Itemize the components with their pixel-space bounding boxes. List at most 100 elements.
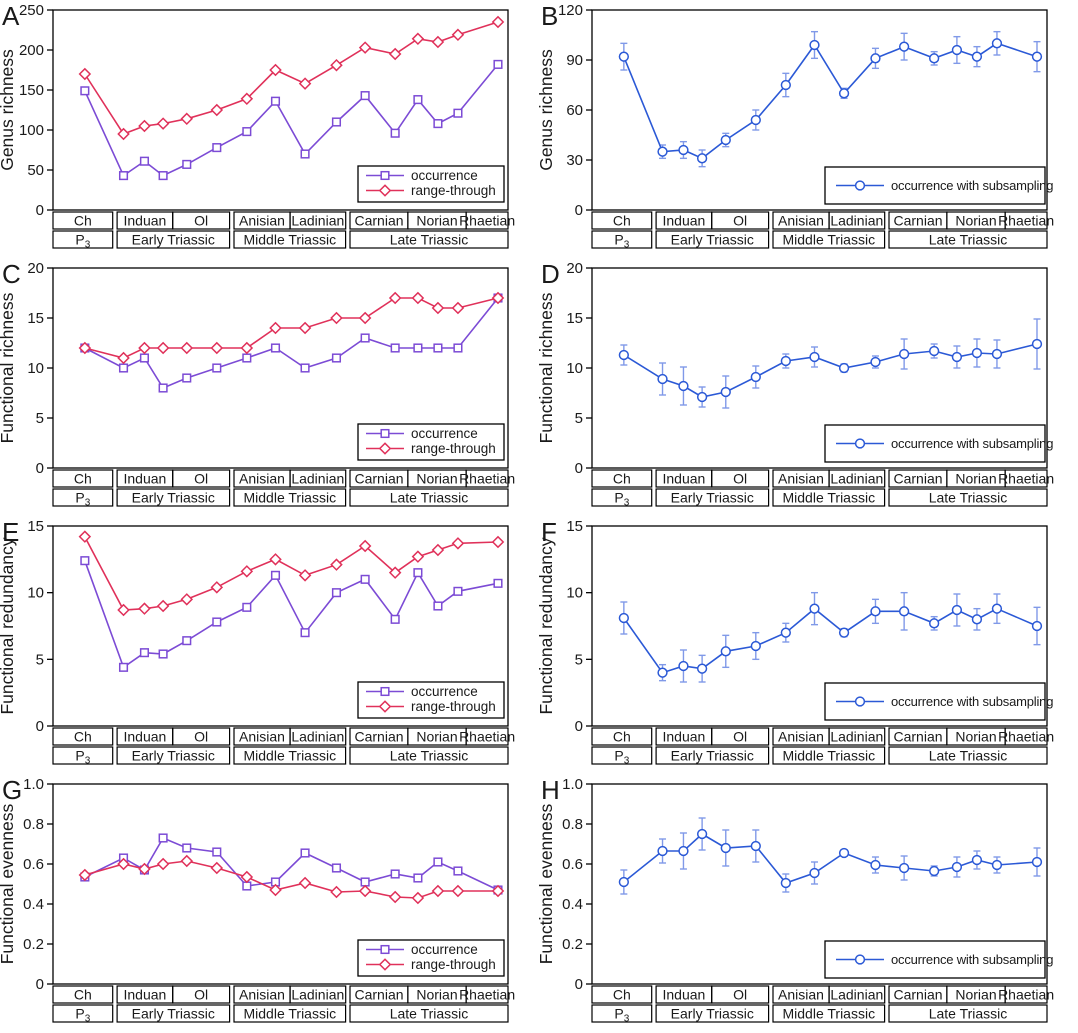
era-row-cell bbox=[591, 746, 653, 765]
stage-row-label: Ladinian bbox=[830, 471, 883, 487]
era-row-cell bbox=[591, 488, 653, 507]
y-axis-ticks: 0 0.2 0.4 0.6 0.8 1.0 bbox=[562, 776, 592, 993]
y-axis-label: Functional redundancy bbox=[539, 537, 556, 714]
circle-marker bbox=[991, 859, 1003, 871]
diamond-marker bbox=[388, 291, 402, 305]
y-axis-label: Functional redundancy bbox=[0, 537, 17, 714]
square-marker bbox=[433, 857, 443, 867]
y-tick-label: 5 bbox=[36, 651, 44, 668]
stage-row-cell bbox=[711, 985, 770, 1004]
era-row-cell bbox=[116, 230, 231, 249]
stage-row-label: Norian bbox=[955, 729, 996, 745]
era-row-cell bbox=[772, 230, 886, 249]
y-axis-ticks: 0 5 10 15 20 bbox=[27, 260, 53, 477]
circle-marker bbox=[870, 356, 881, 368]
square-marker bbox=[300, 363, 310, 373]
square-marker bbox=[433, 601, 443, 611]
square-marker bbox=[242, 602, 252, 612]
series-diamond bbox=[78, 530, 505, 617]
stage-row-label: Norian bbox=[955, 471, 996, 487]
era-row-cell bbox=[233, 1004, 347, 1023]
y-axis-label: Functional richness bbox=[539, 292, 556, 443]
diamond-marker bbox=[240, 92, 254, 106]
stage-row-label: Rhaetian bbox=[459, 729, 515, 745]
square-marker bbox=[158, 171, 168, 181]
stage-row-label: Ch bbox=[74, 729, 92, 745]
y-tick-label: 150 bbox=[19, 82, 44, 99]
stage-row-label: Anisian bbox=[778, 213, 824, 229]
y-axis-label: Functional evenness bbox=[0, 803, 17, 964]
diamond-marker bbox=[117, 857, 130, 871]
diamond-marker bbox=[240, 341, 254, 355]
stage-row-label: Rhaetian bbox=[459, 987, 515, 1003]
stage-row-cell bbox=[828, 727, 886, 746]
stage-row-label: Ch bbox=[613, 729, 631, 745]
square-marker bbox=[139, 156, 150, 166]
legend-entry-label: range-through bbox=[411, 441, 496, 456]
y-axis-ticks: 0 0.2 0.4 0.6 0.8 1.0 bbox=[23, 776, 53, 993]
y-tick-label: 250 bbox=[19, 2, 44, 19]
series-square bbox=[80, 556, 503, 672]
square-marker bbox=[413, 568, 423, 578]
circle-marker bbox=[696, 828, 708, 840]
y-tick-label: 50 bbox=[27, 162, 44, 179]
circle-marker bbox=[657, 667, 668, 678]
diamond-marker bbox=[78, 530, 92, 543]
square-marker bbox=[433, 119, 443, 129]
era-row: P3 Early Triassic Middle Triassic Late Tria… bbox=[591, 488, 1048, 509]
diamond-marker bbox=[411, 550, 425, 563]
stage-row-label: Anisian bbox=[239, 987, 285, 1003]
y-axis-ticks: 0 5 10 15 20 bbox=[566, 260, 592, 477]
era-row-cell bbox=[655, 746, 770, 765]
circle-marker bbox=[678, 845, 689, 857]
panel-A-chart: A 0 50 100 150 200 250 Genus richness Ch Induan Ol… bbox=[0, 1, 515, 251]
stage-row-label: Anisian bbox=[778, 471, 824, 487]
stage-row-cell bbox=[591, 985, 653, 1004]
legend-box bbox=[824, 682, 1046, 721]
circle-marker bbox=[929, 53, 940, 64]
stage-row-label: Ol bbox=[733, 987, 747, 1003]
stage-row-label: Carnian bbox=[893, 471, 942, 487]
circle-marker bbox=[1031, 338, 1043, 350]
stage-row-cell bbox=[465, 469, 509, 488]
era-row-cell bbox=[591, 1004, 653, 1023]
y-tick-label: 0 bbox=[575, 976, 583, 993]
series-diamond bbox=[78, 291, 505, 365]
diamond-marker bbox=[156, 341, 170, 355]
y-tick-label: 0 bbox=[36, 976, 44, 993]
y-axis-label: Genus richness bbox=[539, 49, 556, 171]
diamond-marker bbox=[388, 566, 402, 579]
legend-diamond-marker bbox=[378, 184, 392, 197]
y-tick-label: 15 bbox=[27, 310, 44, 327]
y-tick-label: 0.8 bbox=[23, 816, 44, 833]
era-row-cell bbox=[888, 488, 1048, 507]
circle-marker bbox=[951, 44, 963, 56]
plot-border bbox=[52, 783, 509, 985]
square-marker bbox=[212, 617, 222, 627]
legend-square-marker bbox=[380, 686, 390, 697]
series-diamond bbox=[78, 854, 505, 905]
square-marker bbox=[413, 343, 423, 353]
stage-row-label: Ch bbox=[74, 987, 92, 1003]
stage-row-cell bbox=[172, 727, 231, 746]
circle-marker bbox=[951, 604, 963, 616]
legend-entry-label: occurrence bbox=[411, 684, 478, 699]
panel-letter: E bbox=[2, 517, 19, 547]
diamond-marker bbox=[330, 311, 343, 325]
stage-row-label: Ladinian bbox=[291, 729, 344, 745]
stage-row-label: Ol bbox=[194, 729, 208, 745]
diamond-marker bbox=[180, 593, 194, 606]
stage-row-cell bbox=[465, 211, 509, 230]
diamond-marker bbox=[451, 301, 465, 315]
era-row-cell bbox=[655, 1004, 770, 1023]
legend-diamond-marker bbox=[378, 958, 392, 971]
diamond-marker bbox=[411, 291, 425, 305]
square-marker bbox=[390, 343, 400, 353]
stage-row-cell bbox=[828, 211, 886, 230]
square-marker bbox=[139, 648, 150, 658]
era-row-label: Early Triassic bbox=[132, 232, 215, 248]
stage-row-cell bbox=[828, 985, 886, 1004]
circle-marker bbox=[618, 349, 629, 361]
era-row-cell bbox=[116, 746, 231, 765]
